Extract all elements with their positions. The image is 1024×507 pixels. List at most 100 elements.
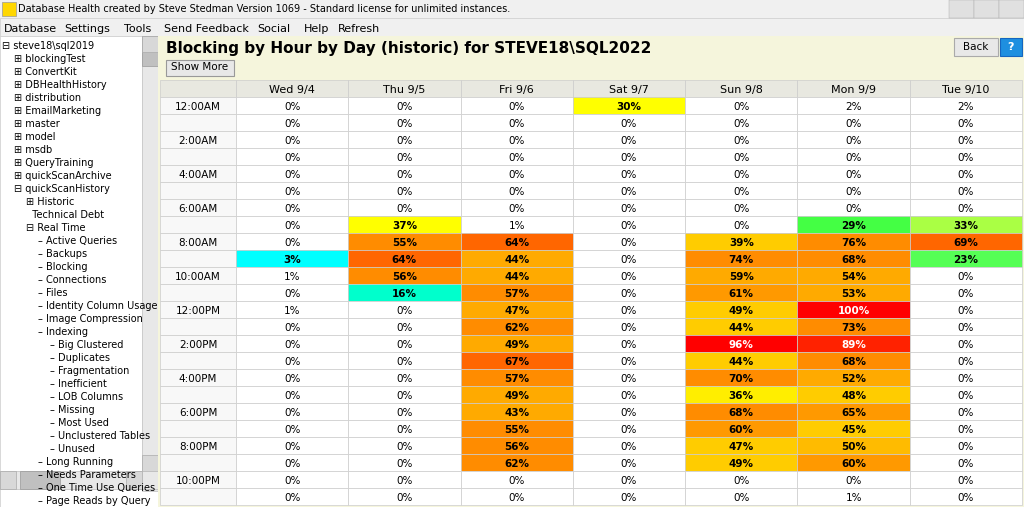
Bar	[236, 454, 348, 471]
Text: 0%: 0%	[621, 221, 637, 231]
Text: 0%: 0%	[846, 187, 862, 197]
Bar	[158, 36, 1024, 507]
Text: 2%: 2%	[957, 102, 974, 112]
Bar	[461, 80, 572, 97]
Bar	[160, 352, 236, 369]
Bar	[461, 114, 572, 131]
Bar	[909, 250, 1022, 267]
Text: ⊞ master: ⊞ master	[14, 119, 59, 129]
Text: ⊞ quickScanArchive: ⊞ quickScanArchive	[14, 171, 112, 181]
Bar	[2, 2, 16, 16]
Text: 30%: 30%	[616, 102, 641, 112]
Bar	[909, 114, 1022, 131]
Text: 0%: 0%	[621, 476, 637, 486]
Text: ⊟ Real Time: ⊟ Real Time	[26, 223, 85, 233]
Bar	[236, 250, 348, 267]
Bar	[798, 182, 909, 199]
Text: 0%: 0%	[957, 442, 974, 452]
Bar	[798, 233, 909, 250]
Bar	[160, 148, 236, 165]
Bar	[236, 148, 348, 165]
Text: 47%: 47%	[504, 306, 529, 316]
Bar	[348, 386, 461, 403]
Text: – Most Used: – Most Used	[50, 418, 109, 428]
Bar	[572, 80, 685, 97]
Bar	[236, 165, 348, 182]
Bar	[572, 454, 685, 471]
Bar	[685, 182, 798, 199]
Text: 56%: 56%	[504, 442, 529, 452]
Text: 0%: 0%	[621, 323, 637, 333]
Bar	[160, 403, 236, 420]
Bar	[461, 216, 572, 233]
Bar	[685, 131, 798, 148]
Bar	[0, 18, 1024, 36]
Text: 0%: 0%	[396, 306, 413, 316]
Text: 0%: 0%	[957, 408, 974, 418]
Text: Back: Back	[964, 42, 989, 52]
Text: ⊞ model: ⊞ model	[14, 132, 55, 142]
Text: 44%: 44%	[729, 357, 754, 367]
Text: 0%: 0%	[284, 153, 300, 163]
Bar	[949, 0, 974, 18]
Bar	[572, 216, 685, 233]
Bar	[685, 386, 798, 403]
Text: 49%: 49%	[504, 340, 529, 350]
Bar	[160, 233, 236, 250]
Bar	[909, 386, 1022, 403]
Text: 0%: 0%	[509, 102, 525, 112]
Bar	[160, 216, 236, 233]
Bar	[160, 454, 236, 471]
Bar	[974, 0, 999, 18]
Text: 0%: 0%	[396, 374, 413, 384]
Text: 0%: 0%	[284, 459, 300, 469]
Bar	[572, 148, 685, 165]
Text: 0%: 0%	[284, 493, 300, 503]
Text: 68%: 68%	[729, 408, 754, 418]
Text: 36%: 36%	[729, 391, 754, 401]
Bar	[572, 233, 685, 250]
Bar	[798, 301, 909, 318]
Text: 0%: 0%	[396, 459, 413, 469]
Text: ⊞ QueryTraining: ⊞ QueryTraining	[14, 158, 93, 168]
Text: 62%: 62%	[504, 323, 529, 333]
Text: 0%: 0%	[396, 119, 413, 129]
Bar	[685, 114, 798, 131]
Text: – Page Reads by Query: – Page Reads by Query	[38, 496, 151, 506]
Text: 0%: 0%	[396, 357, 413, 367]
Text: 0%: 0%	[284, 136, 300, 146]
Bar	[236, 352, 348, 369]
Bar	[798, 80, 909, 97]
Bar	[236, 386, 348, 403]
Bar	[685, 471, 798, 488]
Text: 0%: 0%	[621, 493, 637, 503]
Bar	[572, 284, 685, 301]
Text: 1%: 1%	[284, 272, 300, 282]
Text: 0%: 0%	[733, 136, 750, 146]
Text: 0%: 0%	[621, 204, 637, 214]
Text: 0%: 0%	[733, 102, 750, 112]
Text: 0%: 0%	[957, 289, 974, 299]
Text: 1%: 1%	[509, 221, 525, 231]
Bar	[160, 284, 236, 301]
Bar	[685, 216, 798, 233]
Bar	[572, 488, 685, 505]
Text: 0%: 0%	[396, 136, 413, 146]
Bar	[461, 97, 572, 114]
Bar	[461, 335, 572, 352]
Bar	[160, 165, 236, 182]
Text: 59%: 59%	[729, 272, 754, 282]
Bar	[572, 250, 685, 267]
Text: – Unclustered Tables: – Unclustered Tables	[50, 431, 151, 441]
Bar	[236, 233, 348, 250]
Text: 0%: 0%	[621, 340, 637, 350]
Bar	[572, 335, 685, 352]
Text: 0%: 0%	[957, 272, 974, 282]
Text: 54%: 54%	[841, 272, 866, 282]
Bar	[909, 352, 1022, 369]
Text: 8:00PM: 8:00PM	[179, 442, 217, 452]
Bar	[160, 131, 236, 148]
Text: 0%: 0%	[509, 119, 525, 129]
Bar	[685, 420, 798, 437]
Bar	[909, 131, 1022, 148]
